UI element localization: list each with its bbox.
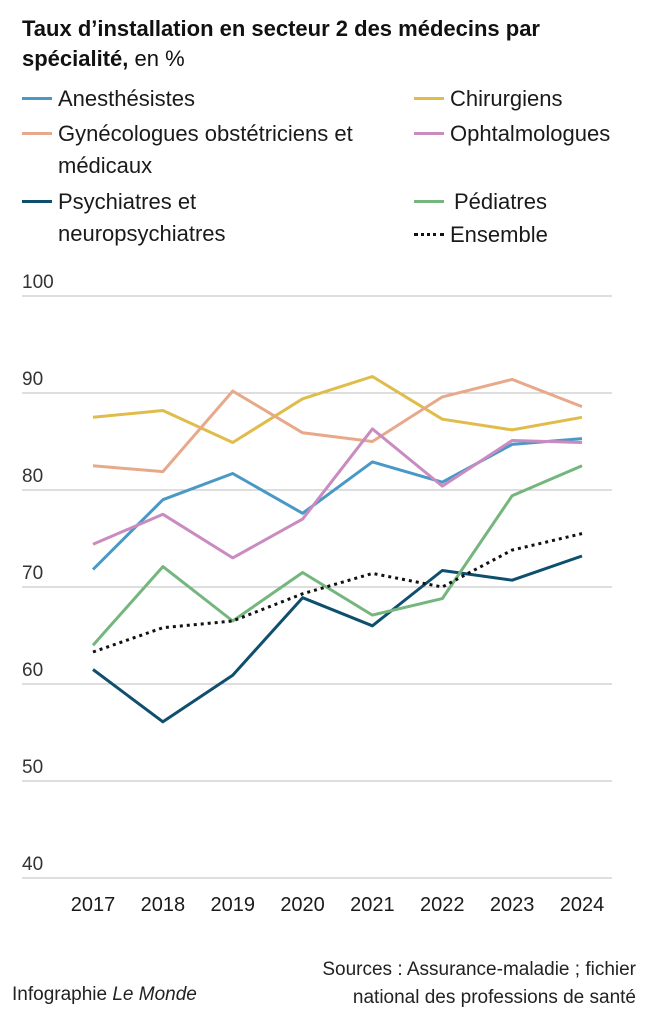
- x-tick-label: 2023: [490, 894, 535, 916]
- series-line-2: [92, 377, 583, 474]
- credit: Infographie Le Monde: [12, 984, 197, 1006]
- source-line-1: Sources : Assurance-maladie ; fichier: [322, 959, 636, 980]
- legend-label: Pédiatres: [454, 189, 547, 214]
- legend-item-ophtalmologues: Ophtalmologues: [414, 118, 610, 150]
- legend-swatch: [414, 97, 444, 100]
- y-tick-label: 100: [22, 272, 54, 293]
- y-tick-label: 50: [22, 757, 43, 778]
- x-tick-label: 2022: [420, 894, 465, 916]
- legend-item-ensemble: Ensemble: [414, 219, 548, 251]
- legend-label: Anesthésistes: [58, 86, 195, 111]
- x-tick-label: 2019: [210, 894, 255, 916]
- y-tick-label: 70: [22, 563, 43, 584]
- legend-item-pediatres: Pédiatres: [414, 186, 547, 218]
- legend-item-gynecologues: Gynécologues obstétriciens et médicaux: [22, 118, 382, 182]
- legend-label: Psychiatres et neuropsychiatres: [58, 189, 226, 246]
- series-line-5: [91, 464, 583, 647]
- line-chart: 40 50 60 70 80 90 100 2017 2018 2019 2020 2021 2022…: [22, 272, 612, 916]
- credit-prefix: Infographie: [12, 984, 108, 1005]
- legend-item-anesthesistes: Anesthésistes: [22, 83, 195, 115]
- legend-label: Ophtalmologues: [450, 121, 611, 146]
- x-tick-label: 2020: [280, 894, 325, 916]
- series-line-6: [92, 532, 583, 654]
- y-tick-label: 80: [22, 466, 43, 487]
- legend-swatch: [414, 132, 444, 135]
- legend-label: Chirurgiens: [450, 86, 563, 111]
- gridlines: [22, 295, 612, 879]
- x-tick-label: 2018: [141, 894, 186, 916]
- series-line-0: [91, 437, 583, 571]
- series-lines: [91, 375, 583, 724]
- series-line-4: [92, 554, 583, 724]
- y-tick-label: 90: [22, 369, 43, 390]
- series-line-1: [92, 375, 583, 444]
- series-line-3: [92, 427, 583, 560]
- title-unit: en %: [134, 46, 185, 71]
- legend-item-psychiatres: Psychiatres et neuropsychiatres: [22, 186, 322, 250]
- title-main: Taux d’installation en secteur 2 des méd…: [22, 16, 540, 71]
- y-tick-label: 40: [22, 854, 43, 875]
- y-axis-ticks: 40 50 60 70 80 90 100: [22, 272, 54, 875]
- legend-label: Ensemble: [450, 222, 548, 247]
- x-tick-label: 2021: [350, 894, 395, 916]
- legend-item-chirurgiens: Chirurgiens: [414, 83, 563, 115]
- chart-title: Taux d’installation en secteur 2 des méd…: [22, 14, 632, 74]
- legend-swatch: [22, 132, 52, 135]
- y-tick-label: 60: [22, 660, 43, 681]
- source-line-2: national des professions de santé: [352, 987, 636, 1008]
- legend-swatch: [22, 200, 52, 203]
- legend-swatch: [414, 200, 444, 203]
- source-note: Sources : Assurance-maladie ; fichier na…: [256, 956, 636, 1012]
- credit-name: Le Monde: [112, 984, 197, 1005]
- x-axis-ticks: 2017 2018 2019 2020 2021 2022 2023 2024: [71, 894, 605, 916]
- x-tick-label: 2017: [71, 894, 116, 916]
- legend-swatch: [22, 97, 52, 100]
- x-tick-label: 2024: [560, 894, 605, 916]
- legend-label: Gynécologues obstétriciens et médicaux: [58, 121, 353, 178]
- legend-swatch: [414, 233, 444, 236]
